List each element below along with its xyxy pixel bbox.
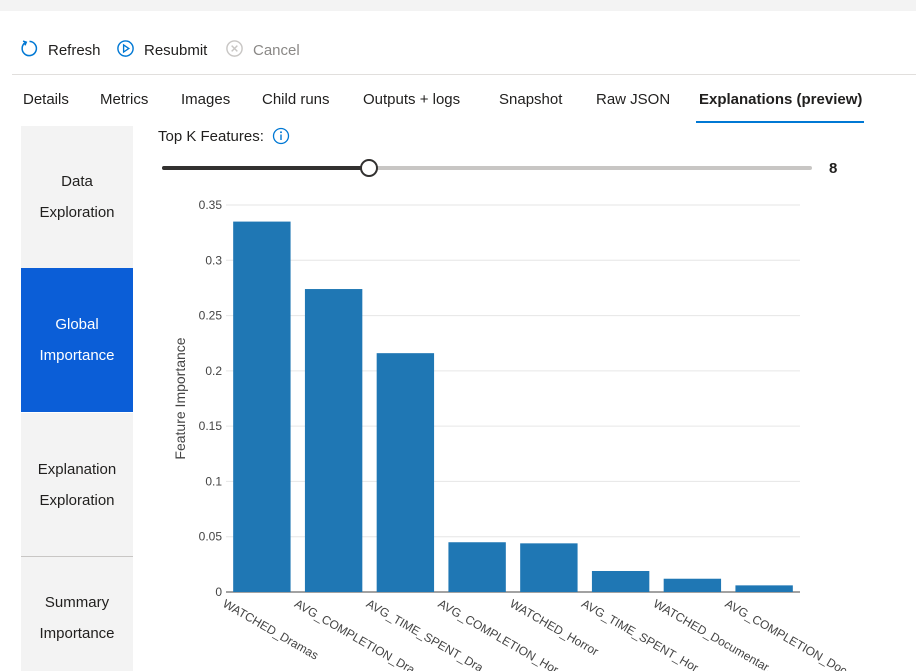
nav-label-line1: Data: [61, 173, 93, 190]
explanation-sidenav: Data Exploration Global Importance Expla…: [21, 126, 133, 671]
tab-raw-json[interactable]: Raw JSON: [596, 91, 671, 108]
nav-label-line2: Importance: [39, 347, 115, 364]
y-axis-title: Feature Importance: [172, 337, 188, 459]
nav-global-importance[interactable]: Global Importance: [21, 268, 133, 412]
nav-label-line2: Importance: [39, 625, 115, 642]
resubmit-label: Resubmit: [144, 42, 208, 59]
toolbar-divider: [12, 74, 916, 75]
cancel-button[interactable]: Cancel: [225, 39, 300, 62]
top-strip: [0, 0, 916, 11]
nav-label-line1: Explanation: [37, 460, 117, 478]
nav-data-exploration[interactable]: Data Exploration: [21, 126, 133, 268]
nav-summary-importance[interactable]: Summary Importance: [21, 557, 133, 671]
info-icon[interactable]: [272, 127, 290, 145]
nav-label-line1: Global: [55, 316, 99, 333]
tab-bar: Details Metrics Images Child runs Output…: [0, 75, 916, 125]
y-tick-label: 0.25: [199, 309, 223, 323]
refresh-button[interactable]: Refresh: [20, 39, 101, 62]
slider-thumb[interactable]: [359, 159, 378, 177]
y-tick-label: 0.15: [199, 419, 223, 433]
top-k-control: Top K Features:: [158, 127, 290, 145]
play-circle-icon: [116, 39, 135, 62]
nav-label-line2: Exploration: [39, 491, 115, 509]
tab-child-runs[interactable]: Child runs: [262, 91, 330, 108]
feature-importance-chart: 0 0.05 0.1 0.15 0.2 0.25 0.3 0.35 Feature Import…: [160, 190, 916, 671]
bar[interactable]: [233, 221, 291, 593]
y-tick-label: 0.2: [205, 364, 222, 378]
refresh-label: Refresh: [48, 42, 101, 59]
tab-details[interactable]: Details: [23, 91, 69, 108]
tab-explanations[interactable]: Explanations (preview): [699, 91, 863, 108]
top-k-label: Top K Features:: [158, 127, 264, 145]
nav-explanation-exploration[interactable]: Explanation Exploration: [21, 413, 133, 556]
resubmit-button[interactable]: Resubmit: [116, 39, 207, 62]
close-circle-icon: [225, 39, 244, 62]
bar[interactable]: [448, 542, 506, 592]
bar[interactable]: [735, 585, 793, 592]
bar[interactable]: [376, 353, 435, 592]
cancel-label: Cancel: [253, 42, 300, 59]
y-tick-label: 0.1: [205, 474, 222, 488]
y-tick-label: 0.35: [199, 198, 223, 212]
chart-svg: 0 0.05 0.1 0.15 0.2 0.25 0.3 0.35 Feature Import…: [172, 198, 858, 671]
nav-label-line2: Exploration: [39, 204, 115, 221]
bar[interactable]: [520, 543, 578, 592]
top-k-value: 8: [829, 160, 838, 177]
bar[interactable]: [591, 570, 650, 592]
y-tick-label: 0: [215, 585, 222, 599]
refresh-icon: [20, 39, 39, 62]
toolbar: Refresh Resubmit Cancel: [0, 11, 916, 75]
slider-fill: [162, 166, 369, 170]
y-tick-label: 0.05: [199, 530, 223, 544]
nav-label-line1: Summary: [44, 594, 110, 611]
tab-images[interactable]: Images: [181, 91, 231, 108]
tab-outputs-logs[interactable]: Outputs + logs: [363, 91, 461, 108]
tab-metrics[interactable]: Metrics: [100, 91, 149, 108]
bar[interactable]: [663, 578, 722, 592]
tab-snapshot[interactable]: Snapshot: [499, 91, 563, 108]
top-k-slider[interactable]: [162, 158, 812, 178]
slider-track[interactable]: [162, 166, 812, 170]
y-tick-label: 0.3: [205, 253, 222, 267]
bar[interactable]: [304, 289, 363, 592]
nav-separator: [21, 556, 133, 557]
x-tick-label: AVG_TIME_SPENT_Hor...: [579, 596, 709, 671]
active-tab-indicator: [696, 121, 864, 123]
